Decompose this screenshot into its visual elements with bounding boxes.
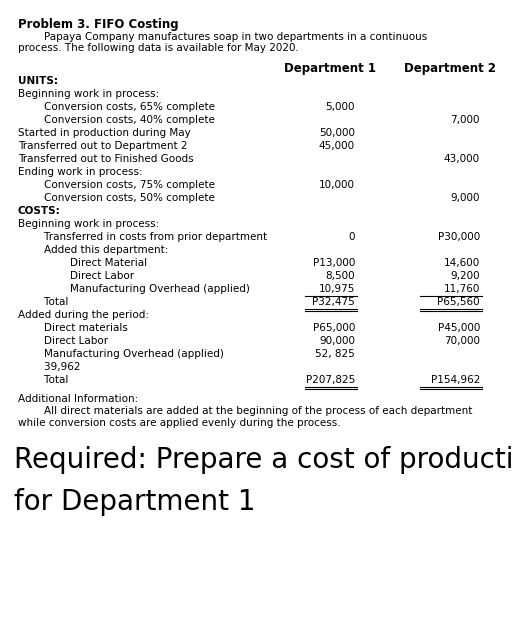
Text: 45,000: 45,000: [319, 141, 355, 151]
Text: Beginning work in process:: Beginning work in process:: [18, 89, 159, 99]
Text: P45,000: P45,000: [437, 323, 480, 333]
Text: Department 2: Department 2: [404, 61, 496, 75]
Text: Manufacturing Overhead (applied): Manufacturing Overhead (applied): [18, 284, 250, 294]
Text: 9,000: 9,000: [450, 193, 480, 203]
Text: Conversion costs, 75% complete: Conversion costs, 75% complete: [18, 180, 215, 190]
Text: Transferred out to Finished Goods: Transferred out to Finished Goods: [18, 154, 194, 164]
Text: Department 1: Department 1: [284, 61, 376, 75]
Text: 43,000: 43,000: [444, 154, 480, 164]
Text: 10,000: 10,000: [319, 180, 355, 190]
Text: process. The following data is available for May 2020.: process. The following data is available…: [18, 43, 299, 53]
Text: 0: 0: [348, 232, 355, 242]
Text: 39,962: 39,962: [18, 362, 81, 372]
Text: P207,825: P207,825: [306, 375, 355, 385]
Text: 11,760: 11,760: [444, 284, 480, 294]
Text: 90,000: 90,000: [319, 336, 355, 346]
Text: Direct materials: Direct materials: [18, 323, 128, 333]
Text: 7,000: 7,000: [450, 115, 480, 125]
Text: Beginning work in process:: Beginning work in process:: [18, 219, 159, 229]
Text: while conversion costs are applied evenly during the process.: while conversion costs are applied evenl…: [18, 418, 341, 428]
Text: P32,475: P32,475: [312, 297, 355, 307]
Text: Transferred in costs from prior department: Transferred in costs from prior departme…: [18, 232, 267, 242]
Text: 14,600: 14,600: [444, 258, 480, 268]
Text: Transferred out to Department 2: Transferred out to Department 2: [18, 141, 188, 151]
Text: 10,975: 10,975: [319, 284, 355, 294]
Text: Total: Total: [18, 297, 68, 307]
Text: Total: Total: [18, 375, 68, 385]
Text: Additional Information:: Additional Information:: [18, 394, 138, 404]
Text: Conversion costs, 50% complete: Conversion costs, 50% complete: [18, 193, 215, 203]
Text: Manufacturing Overhead (applied): Manufacturing Overhead (applied): [18, 349, 224, 359]
Text: 70,000: 70,000: [444, 336, 480, 346]
Text: All direct materials are added at the beginning of the process of each departmen: All direct materials are added at the be…: [18, 406, 472, 416]
Text: Direct Labor: Direct Labor: [18, 336, 108, 346]
Text: Added during the period:: Added during the period:: [18, 310, 149, 320]
Text: 9,200: 9,200: [450, 271, 480, 281]
Text: COSTS:: COSTS:: [18, 206, 61, 216]
Text: Started in production during May: Started in production during May: [18, 128, 191, 138]
Text: 50,000: 50,000: [319, 128, 355, 138]
Text: P65,000: P65,000: [313, 323, 355, 333]
Text: UNITS:: UNITS:: [18, 76, 58, 86]
Text: P13,000: P13,000: [313, 258, 355, 268]
Text: Direct Labor: Direct Labor: [18, 271, 134, 281]
Text: Direct Material: Direct Material: [18, 258, 147, 268]
Text: 5,000: 5,000: [325, 102, 355, 112]
Text: Ending work in process:: Ending work in process:: [18, 167, 142, 177]
Text: Papaya Company manufactures soap in two departments in a continuous: Papaya Company manufactures soap in two …: [18, 32, 427, 42]
Text: Added this department:: Added this department:: [18, 245, 169, 255]
Text: P154,962: P154,962: [431, 375, 480, 385]
Text: P30,000: P30,000: [438, 232, 480, 242]
Text: for Department 1: for Department 1: [14, 488, 255, 516]
Text: 52, 825: 52, 825: [315, 349, 355, 359]
Text: Conversion costs, 65% complete: Conversion costs, 65% complete: [18, 102, 215, 112]
Text: Problem 3. FIFO Costing: Problem 3. FIFO Costing: [18, 18, 179, 31]
Text: Conversion costs, 40% complete: Conversion costs, 40% complete: [18, 115, 215, 125]
Text: 8,500: 8,500: [325, 271, 355, 281]
Text: Required: Prepare a cost of production report: Required: Prepare a cost of production r…: [14, 446, 514, 474]
Text: P65,560: P65,560: [437, 297, 480, 307]
